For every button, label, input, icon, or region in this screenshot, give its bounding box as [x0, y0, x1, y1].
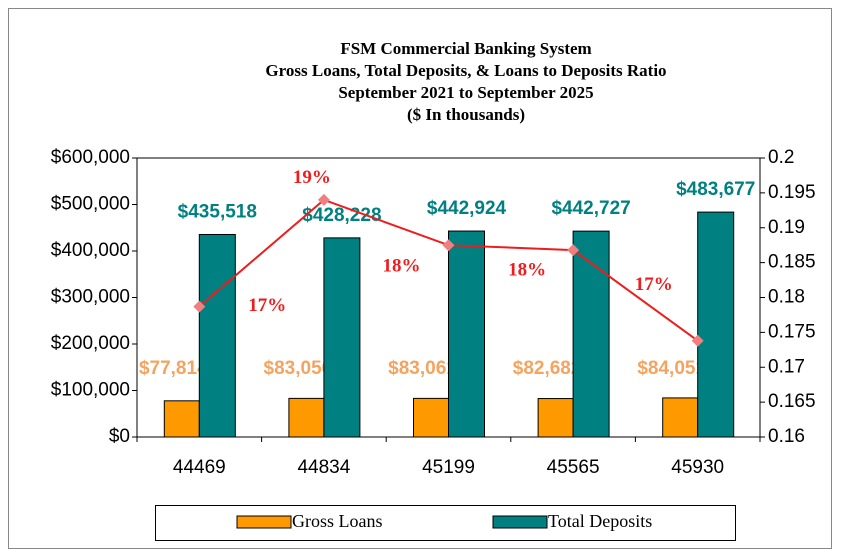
data-label: $84,051	[637, 358, 706, 379]
y2-tick-label: 0.175	[768, 321, 816, 342]
legend-swatch	[492, 515, 548, 529]
data-label: $83,061	[388, 358, 457, 379]
y2-tick-label: 0.195	[768, 182, 816, 203]
y-tick-label: $100,000	[51, 380, 130, 401]
chart-title: Gross Loans, Total Deposits, & Loans to …	[265, 61, 666, 80]
y-tick-label: $600,000	[51, 147, 130, 168]
chart-title: ($ In thousands)	[407, 105, 525, 124]
legend-swatch	[236, 515, 292, 529]
y2-tick-label: 0.17	[768, 356, 805, 377]
ratio-marker	[442, 239, 455, 252]
data-label: $442,924	[427, 198, 507, 219]
data-label: 17%	[635, 274, 673, 295]
x-tick-label: 44469	[173, 457, 226, 478]
data-label: 19%	[293, 167, 331, 188]
ratio-marker	[691, 334, 704, 347]
bar	[198, 233, 236, 438]
y2-tick-label: 0.16	[768, 426, 805, 447]
data-label: $428,228	[302, 205, 381, 226]
bar	[288, 397, 325, 438]
y-tick-label: $300,000	[51, 287, 130, 308]
data-label: 17%	[248, 295, 286, 316]
ratio-marker	[567, 244, 580, 257]
data-label: $435,518	[178, 201, 257, 222]
x-tick-label: 45565	[547, 457, 600, 478]
y2-tick-label: 0.18	[768, 287, 805, 308]
x-tick-label: 44834	[297, 457, 350, 478]
legend-label: Gross Loans	[292, 511, 383, 531]
y2-tick-label: 0.165	[768, 391, 816, 412]
x-tick-label: 45930	[671, 457, 724, 478]
y-tick-label: $200,000	[51, 333, 130, 354]
bar	[163, 400, 200, 438]
legend-label: Total Deposits	[548, 511, 652, 531]
data-label: $483,677	[676, 179, 755, 200]
y2-tick-label: 0.185	[768, 252, 816, 273]
chart-border	[8, 8, 832, 549]
bar	[697, 211, 735, 438]
ratio-marker	[193, 300, 206, 313]
data-label: $442,727	[551, 198, 630, 219]
bar	[448, 230, 485, 438]
y2-tick-label: 0.19	[768, 217, 805, 238]
y-tick-label: $0	[109, 426, 130, 447]
x-tick-label: 45199	[422, 457, 475, 478]
y-tick-label: $400,000	[51, 240, 130, 261]
data-label: 18%	[508, 259, 546, 280]
data-label: $83,056	[264, 358, 333, 379]
data-label: $82,682	[513, 358, 582, 379]
ratio-marker	[317, 193, 330, 206]
bar	[572, 230, 610, 438]
y2-tick-label: 0.2	[768, 147, 794, 168]
bar	[323, 237, 361, 438]
chart-title: FSM Commercial Banking System	[340, 39, 591, 58]
data-label: $77,814	[139, 358, 208, 379]
data-label: 18%	[383, 256, 421, 277]
bar	[662, 397, 699, 438]
chart-title: September 2021 to September 2025	[338, 83, 593, 102]
y-tick-label: $500,000	[51, 194, 130, 215]
bar	[537, 398, 574, 438]
bar	[413, 397, 449, 438]
